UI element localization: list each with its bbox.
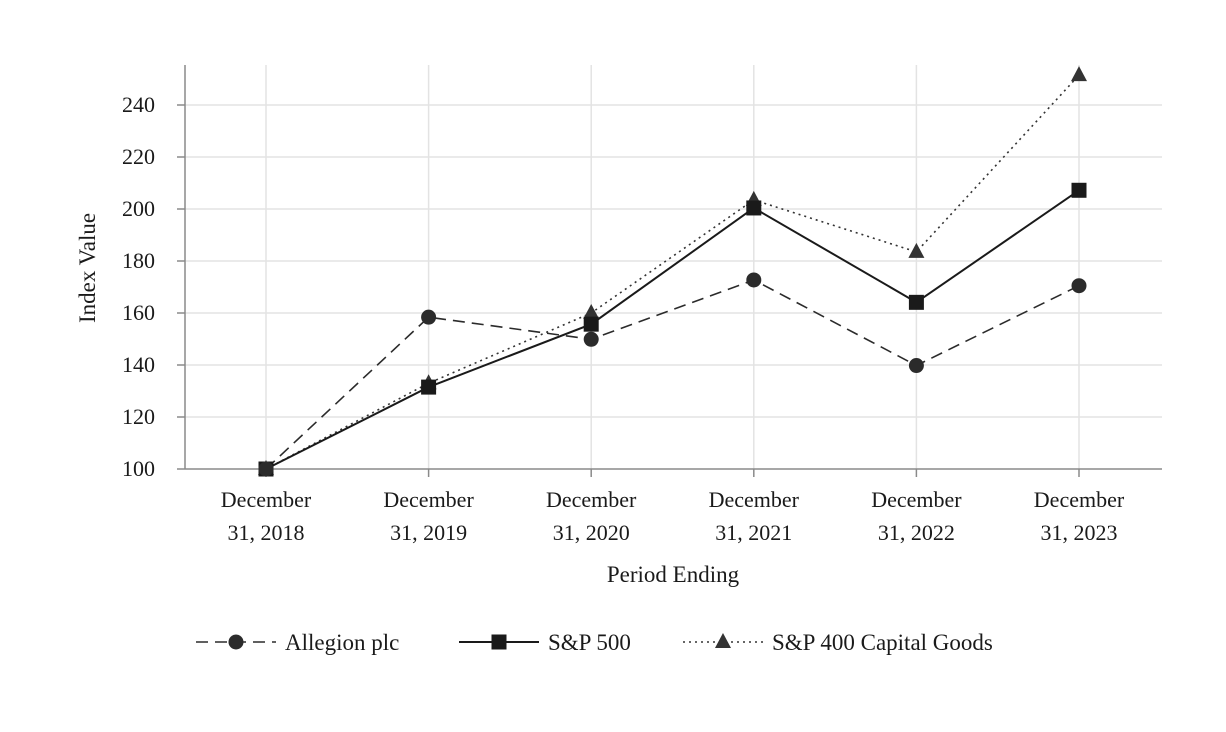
legend-marker-allegion-plc <box>228 634 244 650</box>
data-point-allegion-plc <box>746 272 762 288</box>
x-tick-label: December 31, 2020 <box>546 487 637 545</box>
y-tick-label: 200 <box>122 196 155 221</box>
data-point-s-p-500 <box>421 379 437 395</box>
series-line-allegion-plc <box>265 279 1080 470</box>
series-line-s-p-400-capital-goods <box>265 74 1080 470</box>
axes <box>177 65 1162 477</box>
data-point-s-p-400-capital-goods <box>908 242 925 258</box>
data-point-s-p-500 <box>908 294 924 310</box>
data-point-allegion-plc <box>908 358 924 374</box>
data-point-s-p-400-capital-goods <box>1071 66 1087 82</box>
legend-marker-s-p-400-capital-goods <box>715 633 731 648</box>
x-axis-title: Period Ending <box>607 562 740 587</box>
data-point-s-p-500 <box>1071 182 1087 198</box>
y-tick-label: 160 <box>122 300 155 325</box>
legend: Allegion plc S&P 500 S&P 400 Capital Goods <box>196 630 993 655</box>
x-tick-label: December 31, 2019 <box>383 487 474 545</box>
x-tick-label: December 31, 2021 <box>709 487 800 545</box>
legend-label-s-p-500: S&P 500 <box>548 630 631 655</box>
y-tick-label: 220 <box>122 144 155 169</box>
x-tick-label: December 31, 2018 <box>221 487 312 545</box>
series-group <box>258 66 1087 477</box>
gridlines <box>185 65 1162 469</box>
legend-marker-s-p-500 <box>491 634 507 650</box>
y-tick-label: 240 <box>122 92 155 117</box>
y-tick-label: 180 <box>122 248 155 273</box>
data-point-allegion-plc <box>258 461 274 477</box>
legend-label-s-p-400-capital-goods: S&P 400 Capital Goods <box>772 630 993 655</box>
x-tick-labels: December 31, 2018 December 31, 2019 December… <box>221 487 1125 545</box>
data-point-allegion-plc <box>1071 278 1087 294</box>
y-axis-title: Index Value <box>75 213 100 323</box>
y-tick-labels: 100 120 140 160 180 200 220 240 <box>122 92 155 481</box>
x-tick-label: December 31, 2022 <box>871 487 962 545</box>
y-tick-label: 140 <box>122 352 155 377</box>
y-tick-label: 100 <box>122 456 155 481</box>
series-line-s-p-500 <box>265 189 1080 470</box>
data-point-s-p-400-capital-goods <box>583 304 600 319</box>
legend-label-allegion-plc: Allegion plc <box>285 630 399 655</box>
x-tick-label: December 31, 2023 <box>1034 487 1125 545</box>
data-point-s-p-500 <box>583 316 599 332</box>
y-tick-label: 120 <box>122 404 155 429</box>
data-point-allegion-plc <box>583 331 599 347</box>
data-point-s-p-500 <box>746 200 762 216</box>
data-point-allegion-plc <box>421 309 437 325</box>
